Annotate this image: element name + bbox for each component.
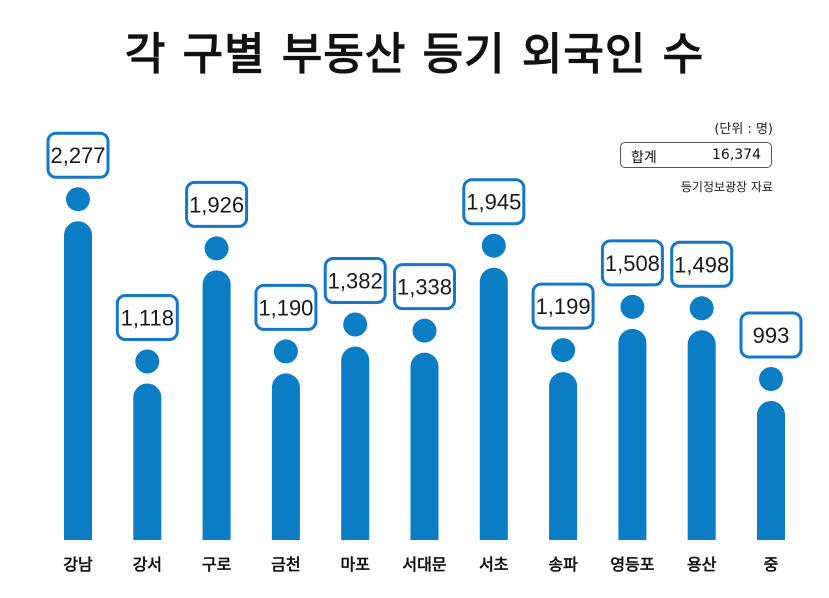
value-label-중: 993 (753, 323, 790, 348)
bar-서대문 (410, 352, 439, 540)
category-label-서대문: 서대문 (402, 555, 446, 574)
bar-base-강서 (133, 526, 162, 540)
value-label-구로: 1,926 (189, 192, 244, 217)
value-box-중 (739, 311, 803, 359)
bar-head-송파 (551, 338, 576, 363)
bar-head-중 (759, 366, 783, 391)
value-box-송파 (531, 282, 595, 330)
bar-base-영등포 (618, 526, 647, 540)
bar-head-마포 (343, 312, 368, 337)
bar-base-마포 (341, 526, 370, 540)
value-label-서초: 1,945 (466, 190, 521, 215)
value-label-서대문: 1,338 (397, 275, 452, 300)
value-box-강서 (115, 293, 179, 341)
bar-head-서초 (481, 233, 506, 258)
value-box-마포 (323, 257, 387, 305)
bar-head-강남 (66, 187, 90, 212)
value-label-강서: 1,118 (121, 305, 174, 330)
bar-base-서대문 (410, 526, 439, 540)
value-label-강남: 2,277 (50, 143, 105, 168)
bar-head-강서 (135, 349, 160, 374)
bar-base-중 (757, 526, 785, 540)
bar-영등포 (618, 328, 647, 540)
value-box-서대문 (393, 263, 456, 311)
value-label-송파: 1,199 (536, 294, 591, 319)
category-label-강서: 강서 (133, 555, 162, 574)
value-label-용산: 1,498 (674, 252, 729, 277)
value-box-용산 (670, 240, 734, 288)
value-label-마포: 1,382 (328, 269, 383, 294)
bar-서초 (479, 267, 508, 540)
chart-title: 각 구별 부동산 등기 외국인 수 (124, 29, 705, 80)
category-label-영등포: 영등포 (610, 555, 654, 574)
bar-base-금천 (271, 526, 300, 540)
value-box-강남 (46, 131, 110, 179)
bar-송파 (549, 372, 578, 540)
category-label-송파: 송파 (548, 555, 578, 574)
category-label-금천: 금천 (271, 555, 300, 574)
category-label-서초: 서초 (479, 555, 509, 574)
bar-base-강남 (64, 526, 92, 540)
source-note: 등기정보광장 자료 (680, 180, 773, 194)
value-box-금천 (254, 283, 318, 331)
bar-base-서초 (479, 526, 508, 540)
bar-강서 (133, 383, 162, 540)
value-label-금천: 1,190 (258, 295, 313, 320)
bar-head-서대문 (412, 318, 437, 343)
bar-base-송파 (549, 526, 578, 540)
bar-base-구로 (202, 526, 231, 540)
bar-구로 (202, 270, 231, 540)
category-label-중: 중 (764, 555, 779, 574)
value-label-영등포: 1,508 (605, 251, 660, 276)
total-value: 16,374 (712, 147, 761, 163)
bar-마포 (341, 346, 370, 540)
bar-용산 (687, 330, 716, 540)
bar-중 (757, 400, 785, 540)
total-box: 합계 16,374 (620, 142, 772, 168)
value-box-구로 (185, 180, 249, 228)
bar-head-영등포 (620, 294, 645, 319)
category-label-용산: 용산 (687, 555, 717, 574)
bar-금천 (271, 373, 300, 540)
bar-head-금천 (273, 339, 298, 364)
category-label-강남: 강남 (63, 555, 93, 574)
unit-note: (단위 : 명) (714, 122, 773, 137)
category-label-마포: 마포 (340, 555, 370, 574)
bar-base-용산 (687, 526, 716, 540)
bar-head-구로 (204, 236, 229, 261)
value-box-서초 (462, 178, 526, 226)
value-box-영등포 (600, 239, 664, 287)
category-label-구로: 구로 (202, 555, 232, 574)
bar-head-용산 (689, 296, 714, 321)
total-label: 합계 (631, 150, 657, 166)
bar-강남 (64, 221, 92, 540)
